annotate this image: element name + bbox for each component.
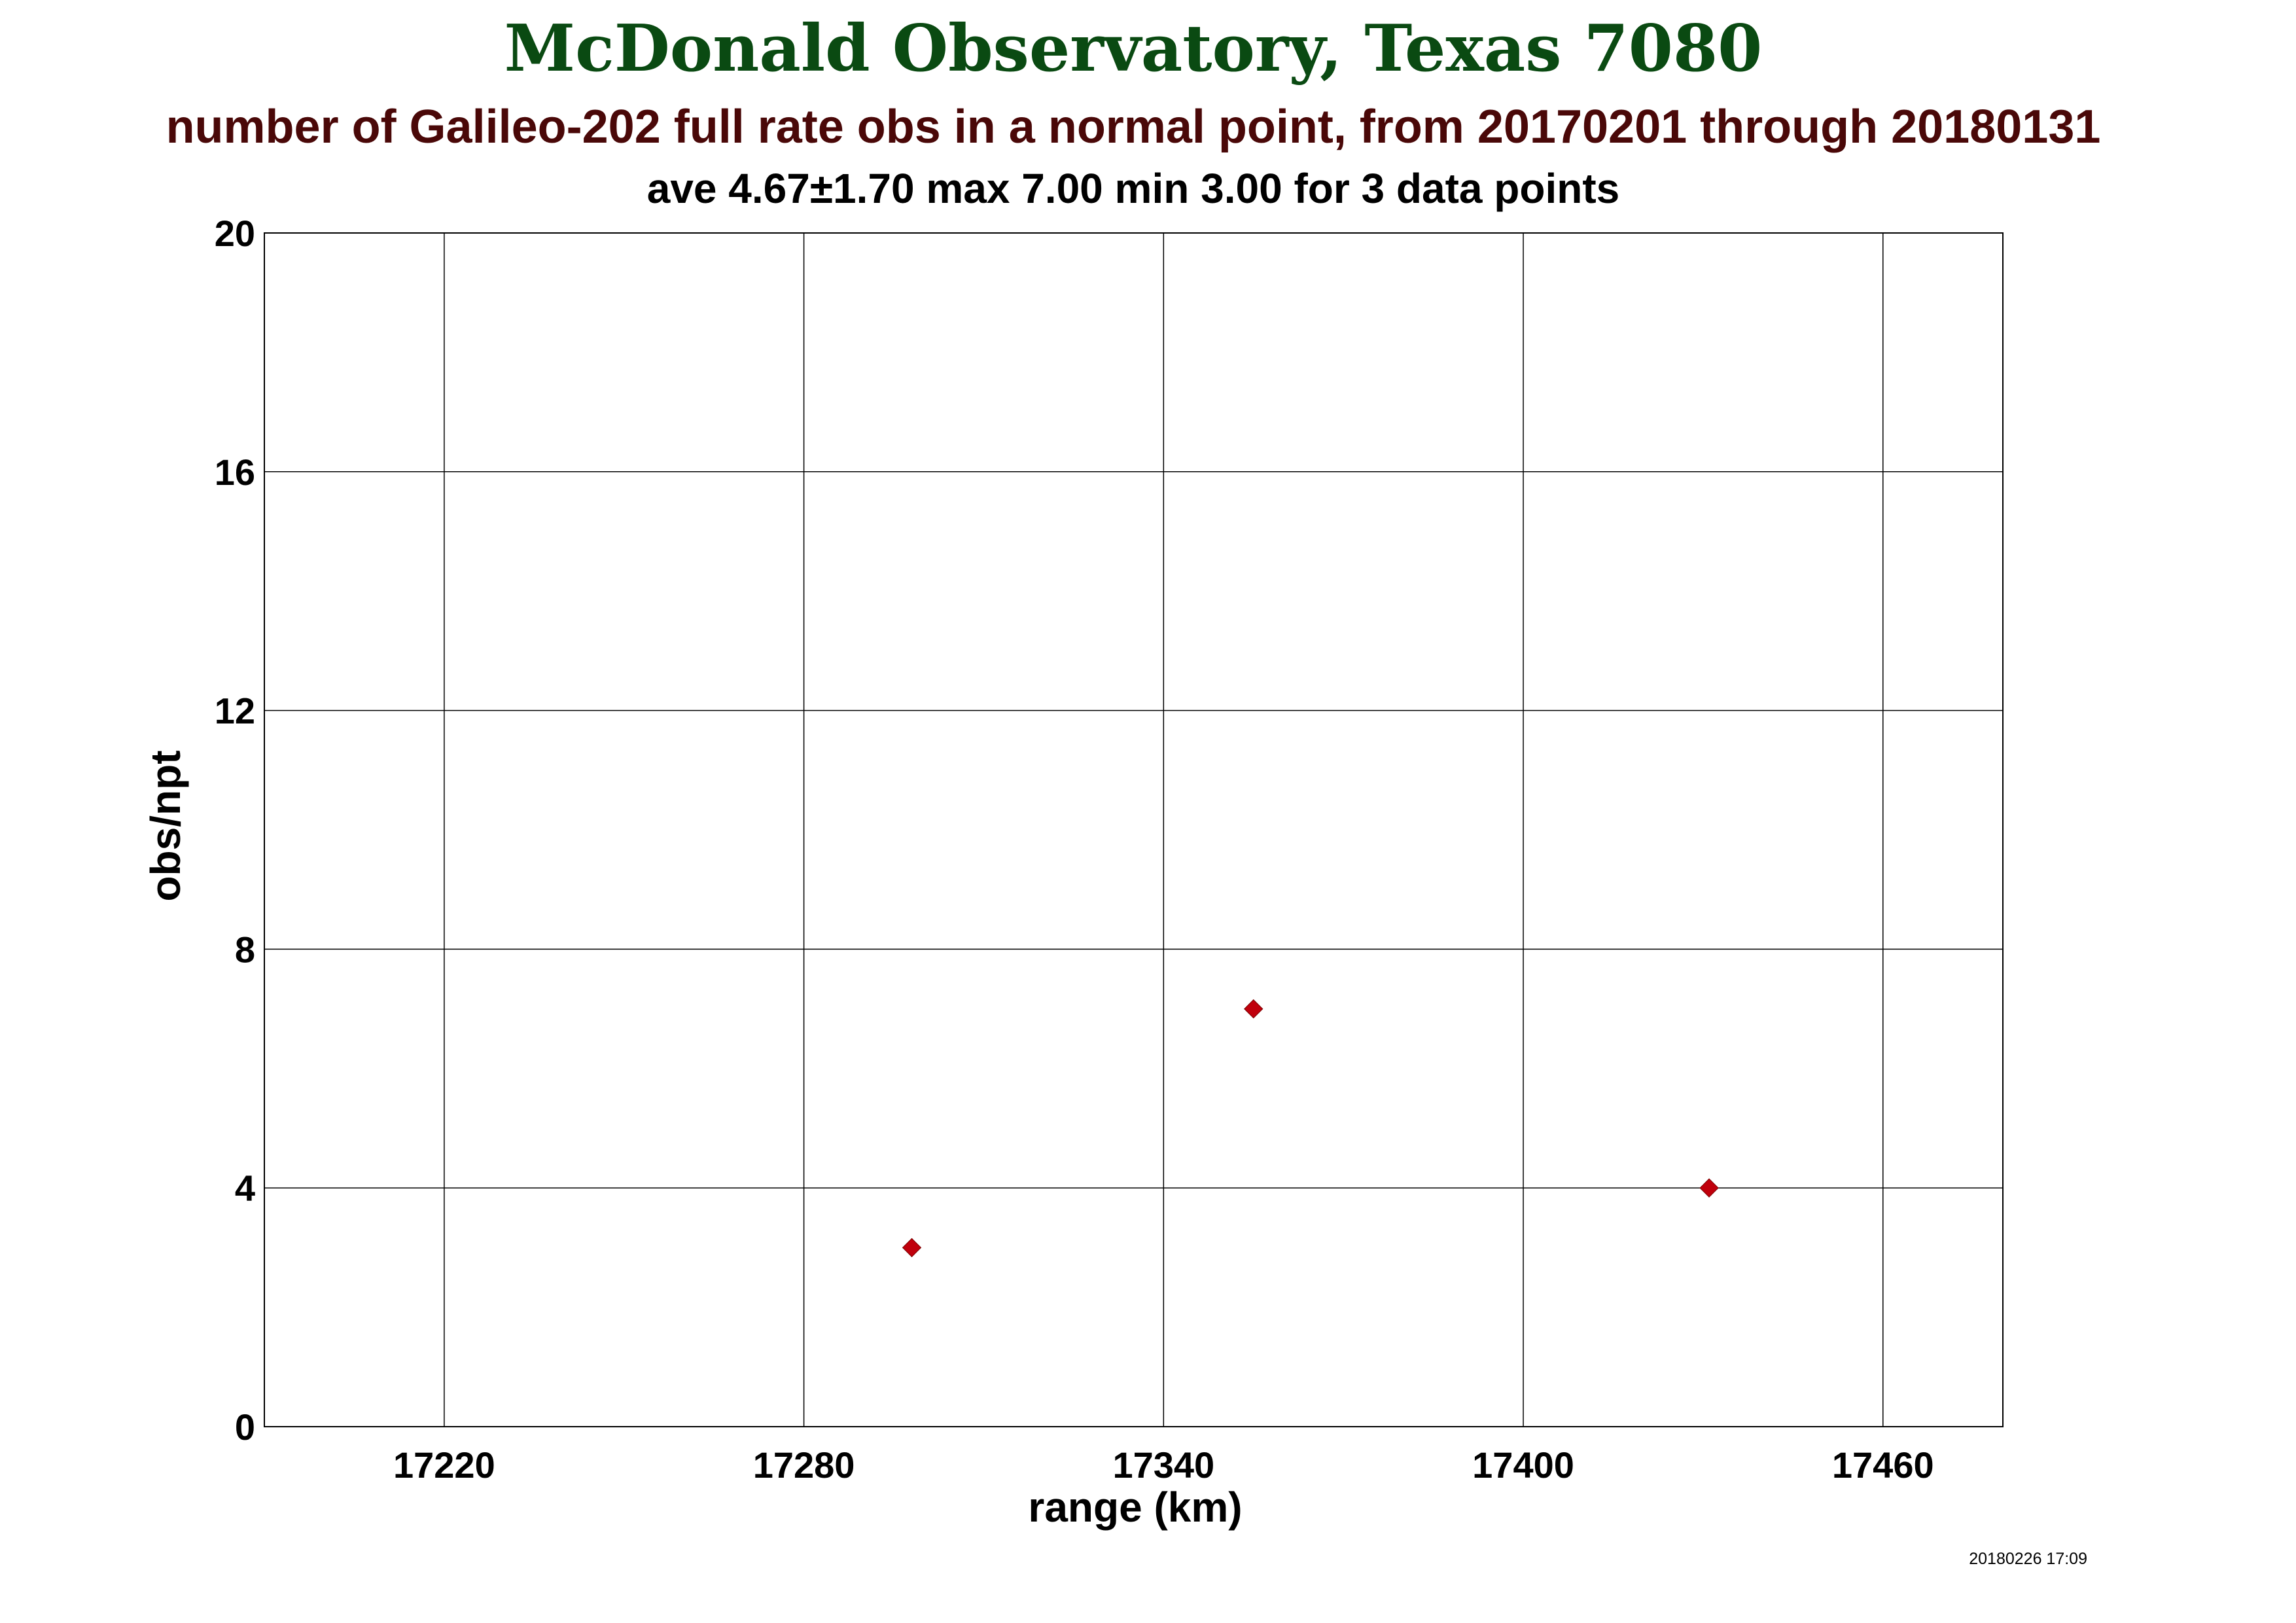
plot-frame [264, 232, 2004, 1427]
y-tick-label: 12 [215, 690, 255, 732]
x-tick-label: 17460 [1832, 1444, 1934, 1486]
x-tick-label: 17340 [1112, 1444, 1214, 1486]
y-axis-ticks: 0 4 8 12 16 20 [215, 213, 255, 1448]
data-points [902, 999, 1719, 1258]
data-point-marker [902, 1238, 922, 1258]
y-tick-label: 8 [235, 929, 255, 970]
x-tick-label: 17400 [1472, 1444, 1574, 1486]
x-axis-ticks: 17220 17280 17340 17400 17460 [393, 1444, 1934, 1486]
x-tick-label: 17220 [393, 1444, 495, 1486]
x-axis-label: range (km) [1028, 1484, 1242, 1531]
y-tick-label: 16 [215, 452, 255, 493]
data-point-marker [1699, 1178, 1719, 1198]
plot-grid [264, 232, 2003, 1427]
y-tick-label: 20 [215, 213, 255, 254]
data-point-marker [1244, 999, 1263, 1019]
chart-stats: ave 4.67±1.70 max 7.00 min 3.00 for 3 da… [647, 165, 1620, 212]
y-tick-label: 4 [235, 1168, 255, 1209]
chart-title: McDonald Observatory, Texas 7080 [504, 11, 1763, 86]
chart-subtitle: number of Galileo-202 full rate obs in a… [166, 101, 2101, 153]
footer-timestamp: 20180226 17:09 [1969, 1550, 2087, 1568]
x-tick-label: 17280 [753, 1444, 855, 1486]
y-axis-label: obs/npt [142, 750, 189, 901]
y-tick-label: 0 [235, 1406, 255, 1448]
